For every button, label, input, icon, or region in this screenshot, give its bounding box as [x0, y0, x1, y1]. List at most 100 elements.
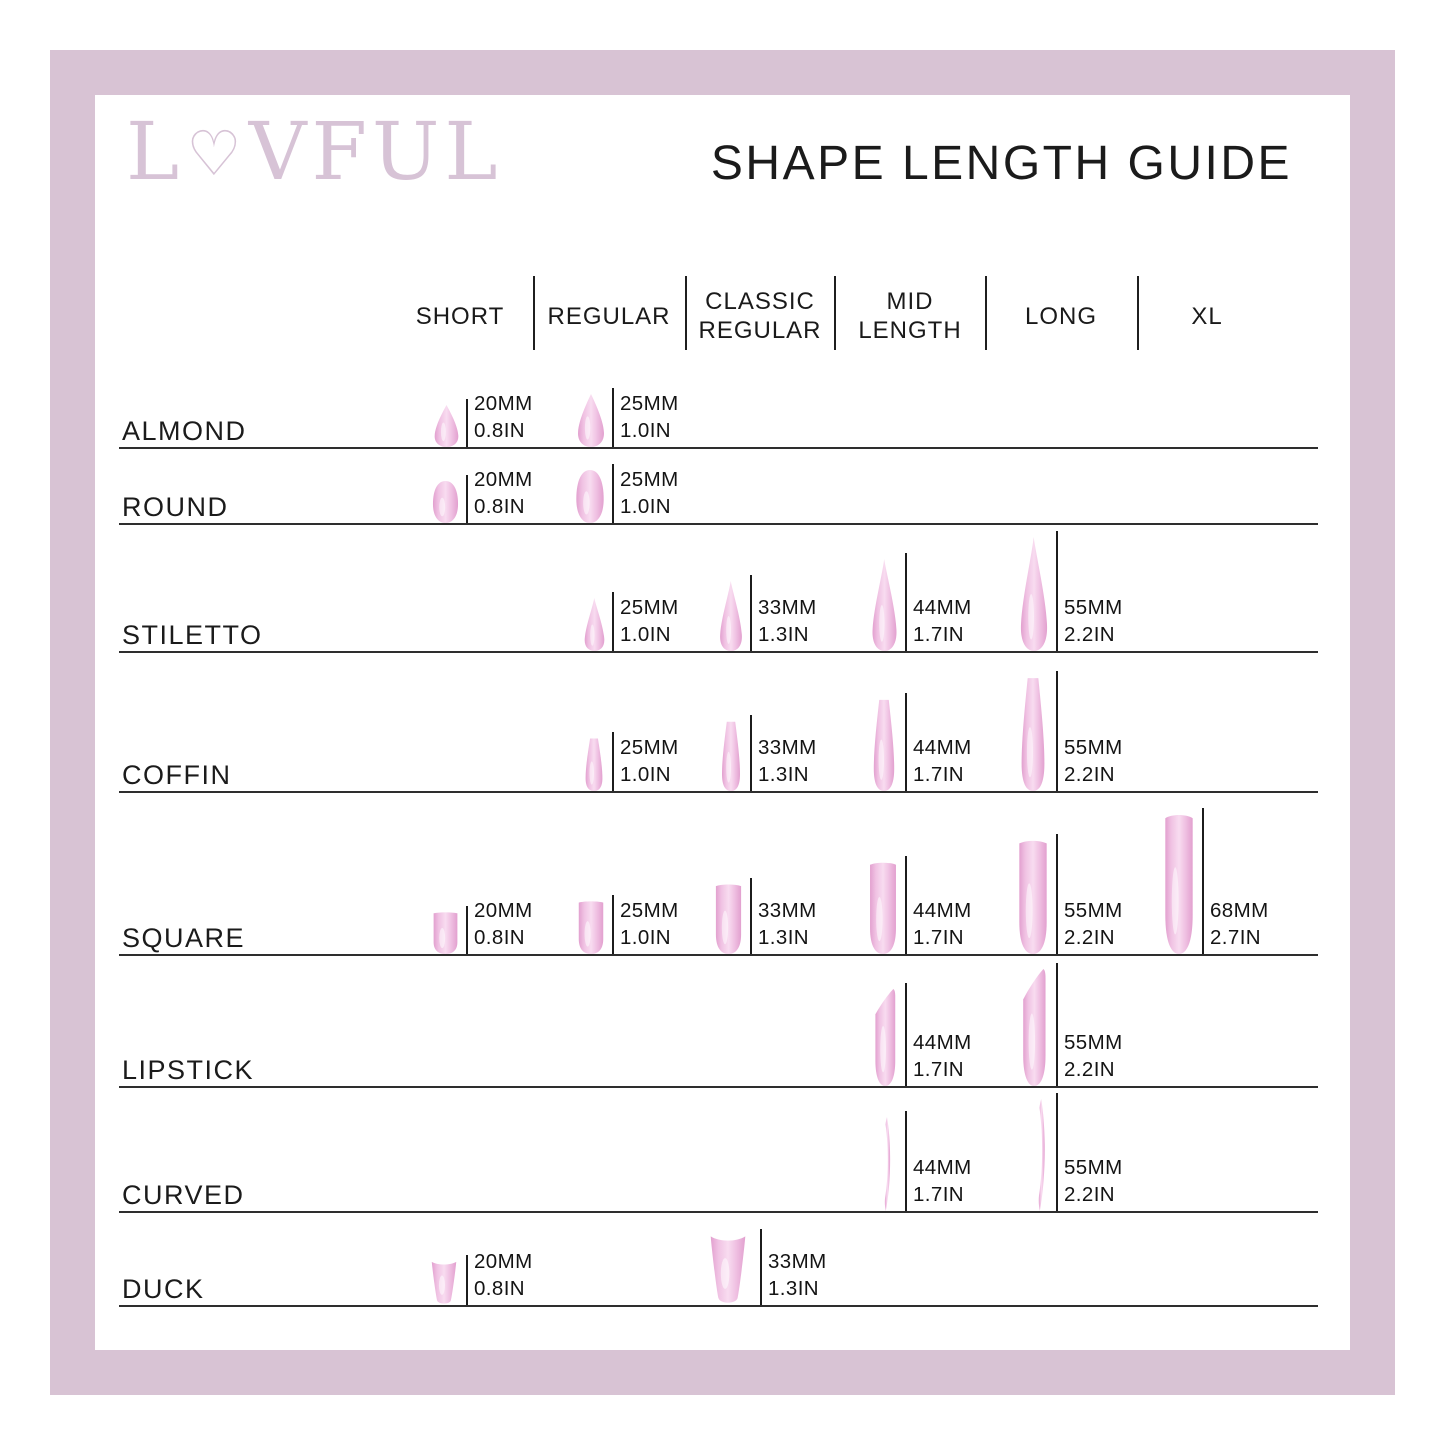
measure-line	[905, 983, 907, 1086]
row-divider	[119, 651, 1318, 653]
measure-line	[466, 1255, 468, 1305]
row-divider	[119, 1086, 1318, 1088]
measurement: 25MM 1.0IN	[620, 899, 679, 949]
measure-line	[1202, 808, 1204, 954]
nail-almond-short	[434, 405, 459, 447]
measure-line	[1056, 1093, 1058, 1211]
nail-lipstick-long	[1023, 969, 1046, 1086]
measure-line	[905, 693, 907, 791]
measure-line	[1056, 671, 1058, 791]
nail-square-short	[433, 912, 458, 954]
column-divider	[685, 276, 687, 350]
nail-round-regular	[576, 470, 604, 523]
row-divider	[119, 1305, 1318, 1307]
nail-coffin-regular	[585, 738, 603, 791]
nail-square-long	[1019, 840, 1047, 954]
measurement: 33MM 1.3IN	[768, 1250, 827, 1300]
measure-line	[1056, 834, 1058, 954]
measure-line	[612, 464, 614, 523]
measure-line	[612, 895, 614, 954]
row-label-coffin: COFFIN	[122, 760, 232, 790]
nail-square-xl	[1165, 815, 1193, 954]
nail-duck-classic-regular	[710, 1236, 746, 1303]
row-label-duck: DUCK	[122, 1274, 205, 1304]
measurement: 20MM 0.8IN	[474, 468, 533, 518]
nail-round-short	[432, 481, 459, 523]
row-label-almond: ALMOND	[122, 416, 247, 446]
column-header-long: LONG	[1024, 302, 1097, 330]
measurement: 55MM 2.2IN	[1064, 1156, 1123, 1206]
measurement: 44MM 1.7IN	[913, 596, 972, 646]
measure-line	[466, 399, 468, 447]
measure-line	[750, 878, 752, 954]
logo-letter-l: L	[126, 105, 185, 198]
measurement: 33MM 1.3IN	[758, 736, 817, 786]
measurement: 33MM 1.3IN	[758, 596, 817, 646]
nail-square-regular	[578, 901, 604, 954]
measurement: 33MM 1.3IN	[758, 899, 817, 949]
measurement: 20MM 0.8IN	[474, 899, 533, 949]
measurement: 25MM 1.0IN	[620, 596, 679, 646]
measurement: 20MM 0.8IN	[474, 392, 533, 442]
row-label-lipstick: LIPSTICK	[122, 1055, 255, 1085]
nail-stiletto-long	[1020, 537, 1048, 651]
row-divider	[119, 447, 1318, 449]
row-label-round: ROUND	[122, 492, 229, 522]
measure-line	[1056, 531, 1058, 651]
white-card	[95, 95, 1350, 1350]
measurement: 44MM 1.7IN	[913, 899, 972, 949]
measurement: 55MM 2.2IN	[1064, 1031, 1123, 1081]
measure-line	[905, 1111, 907, 1211]
heart-icon: ♡	[186, 117, 247, 190]
measurement: 55MM 2.2IN	[1064, 736, 1123, 786]
brand-logo: L ♡ VFUL	[126, 112, 503, 192]
measure-line	[612, 592, 614, 651]
nail-lipstick-mid-length	[875, 989, 896, 1086]
measurement: 68MM 2.7IN	[1210, 899, 1269, 949]
column-divider	[1137, 276, 1139, 350]
measure-line	[750, 715, 752, 791]
measurement: 44MM 1.7IN	[913, 1156, 972, 1206]
measurement: 25MM 1.0IN	[620, 468, 679, 518]
measurement: 25MM 1.0IN	[620, 736, 679, 786]
nail-square-mid-length	[870, 862, 896, 954]
row-label-curved: CURVED	[122, 1180, 245, 1210]
nail-almond-regular	[578, 394, 604, 447]
measurement: 55MM 2.2IN	[1064, 596, 1123, 646]
measure-line	[612, 732, 614, 791]
row-divider	[119, 523, 1318, 525]
row-label-square: SQUARE	[122, 923, 246, 953]
measurement: 20MM 0.8IN	[474, 1250, 533, 1300]
nail-stiletto-mid-length	[872, 559, 897, 651]
column-header-mid-length: MID LENGTH	[858, 288, 962, 344]
column-header-xl: XL	[1191, 302, 1223, 330]
row-label-stiletto: STILETTO	[122, 620, 263, 650]
nail-square-classic-regular	[715, 884, 742, 954]
page-title: SHAPE LENGTH GUIDE	[710, 137, 1292, 190]
nail-stiletto-regular	[584, 598, 605, 651]
nail-coffin-long	[1021, 678, 1045, 791]
measurement: 55MM 2.2IN	[1064, 899, 1123, 949]
row-divider	[119, 1211, 1318, 1213]
measurement: 25MM 1.0IN	[620, 392, 679, 442]
measurement: 44MM 1.7IN	[913, 736, 972, 786]
measure-line	[1056, 963, 1058, 1086]
measurement: 44MM 1.7IN	[913, 1031, 972, 1081]
row-divider	[119, 954, 1318, 956]
nail-curved-long	[1038, 1099, 1045, 1211]
measure-line	[750, 575, 752, 651]
row-divider	[119, 791, 1318, 793]
measure-line	[466, 906, 468, 954]
column-divider	[834, 276, 836, 350]
nail-stiletto-classic-regular	[720, 581, 742, 651]
column-divider	[985, 276, 987, 350]
column-divider	[533, 276, 535, 350]
nail-duck-short	[431, 1261, 457, 1304]
measure-line	[905, 553, 907, 651]
